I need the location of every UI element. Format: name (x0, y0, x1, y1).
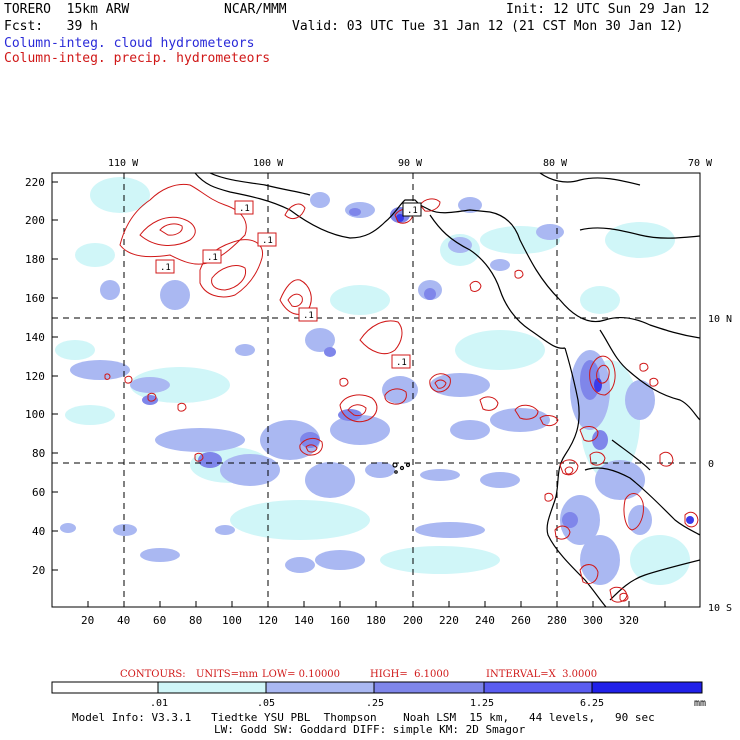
x-tick-label: 280 (547, 614, 567, 627)
x-tick-label: 100 (222, 614, 242, 627)
y-tick-marks (52, 181, 666, 607)
y-tick-label: 220 (25, 176, 45, 189)
contour-label-texts: .1 .1 .1 .1 .1 .1 .1 (160, 204, 418, 368)
contour-label: .1 (396, 358, 407, 368)
lat-label: 10 N (708, 314, 732, 325)
x-tick-label: 160 (330, 614, 350, 627)
legend-tick: .01 (150, 698, 168, 709)
contours-label: CONTOURS: (120, 669, 186, 680)
y-tick-label: 20 (32, 564, 45, 577)
lon-label: 70 W (688, 158, 713, 169)
legend-labels: .01 .05 .25 1.25 6.25 mm (150, 698, 706, 709)
contours-low: LOW= 0.10000 (262, 669, 341, 680)
contour-label-boxes (155, 200, 422, 369)
x-tick-label: 200 (403, 614, 423, 627)
lat-label: 10 S (708, 603, 732, 614)
y-tick-label: 100 (25, 408, 45, 421)
x-tick-label: 180 (366, 614, 386, 627)
x-tick-label: 300 (583, 614, 603, 627)
model-info: Model Info: V3.3.1 Tiedtke YSU PBL Thomp… (72, 711, 655, 724)
model-physics: LW: Godd SW: Goddard DIFF: simple KM: 2D… (214, 723, 526, 736)
legend-tick: .25 (366, 698, 384, 709)
contours-interval: INTERVAL=X 3.0000 (486, 669, 598, 680)
x-tick-label: 20 (81, 614, 94, 627)
x-tick-label: 140 (294, 614, 314, 627)
lon-label: 80 W (543, 158, 568, 169)
x-tick-label: 240 (475, 614, 495, 627)
legend-tick: .05 (257, 698, 275, 709)
y-tick-label: 80 (32, 447, 45, 460)
legend-tick: 1.25 (470, 698, 494, 709)
lon-lat-labels: 110 W 100 W 90 W 80 W 70 W 10 N 0 10 S (108, 158, 732, 614)
contour-label: .1 (160, 263, 171, 273)
color-legend-bar (51, 681, 703, 694)
y-tick-label: 160 (25, 292, 45, 305)
contour-label: .1 (239, 204, 250, 214)
organization: NCAR/MMM (224, 2, 287, 17)
field-cloud-title: Column-integ. cloud hydrometeors (4, 36, 255, 51)
lat-lon-grid (52, 173, 700, 607)
coastlines (194, 173, 700, 607)
contours-units: UNITS=mm (196, 669, 258, 680)
y-tick-label: 140 (25, 331, 45, 344)
y-tick-label: 40 (32, 525, 45, 538)
init-time: Init: 12 UTC Sun 29 Jan 12 (506, 2, 710, 17)
cloud-shading-max (396, 214, 694, 524)
x-tick-label: 40 (117, 614, 130, 627)
lat-label: 0 (708, 459, 714, 470)
contour-label: .1 (207, 253, 218, 263)
legend-unit: mm (694, 698, 706, 709)
x-tick-label: 60 (153, 614, 166, 627)
field-precip-title: Column-integ. precip. hydrometeors (4, 51, 271, 66)
x-tick-label: 120 (258, 614, 278, 627)
x-tick-label: 80 (189, 614, 202, 627)
lon-label: 110 W (108, 158, 139, 169)
contour-label: .1 (407, 206, 418, 216)
contours-high: HIGH= 6.1000 (370, 669, 450, 680)
y-tick-label: 180 (25, 253, 45, 266)
x-tick-label: 260 (511, 614, 531, 627)
contour-label: .1 (262, 236, 273, 246)
y-tick-label: 120 (25, 370, 45, 383)
forecast-hour: Fcst: 39 h (4, 19, 98, 34)
legend-tick: 6.25 (580, 698, 604, 709)
valid-time: Valid: 03 UTC Tue 31 Jan 12 (21 CST Mon … (292, 19, 684, 34)
lon-label: 90 W (398, 158, 423, 169)
cloud-shading-light (55, 177, 690, 585)
y-tick-label: 60 (32, 486, 45, 499)
y-tick-label: 200 (25, 214, 45, 227)
x-tick-label: 220 (439, 614, 459, 627)
model-name: TORERO 15km ARW (4, 2, 130, 17)
contour-label: .1 (303, 311, 314, 321)
x-tick-label: 320 (619, 614, 639, 627)
lon-label: 100 W (253, 158, 284, 169)
shading-layer: .1 .1 .1 .1 .1 .1 .1 (52, 173, 700, 607)
precip-contours (104, 183, 699, 603)
axis-labels: 220 200 180 160 140 120 100 80 60 40 20 … (25, 176, 639, 627)
